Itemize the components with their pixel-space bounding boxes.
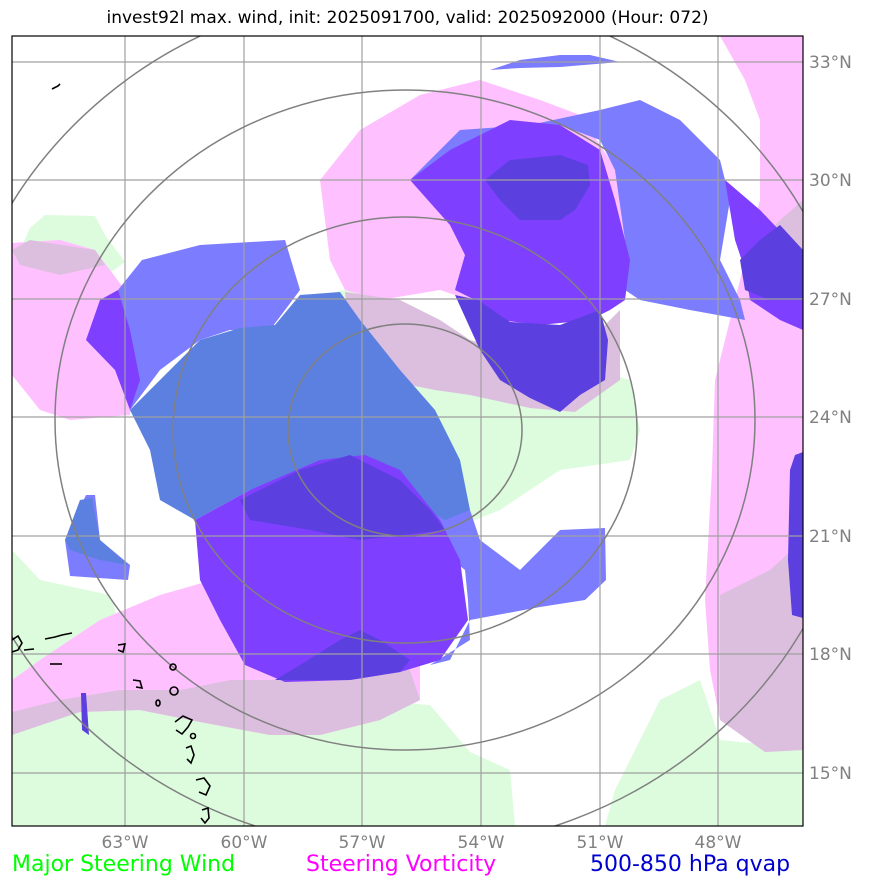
qvap-dark-layer — [81, 155, 803, 735]
latitude-labels: 33°N 30°N 27°N 24°N 21°N 18°N 15°N — [809, 53, 852, 784]
legend-qvap: 500-850 hPa qvap — [590, 852, 791, 877]
lat-label: 33°N — [809, 53, 852, 73]
longitude-labels: 63°W 60°W 57°W 54°W 51°W 48°W — [102, 833, 742, 853]
coastlines — [12, 83, 211, 825]
map-title: invest92l max. wind, init: 2025091700, v… — [106, 8, 709, 28]
qvap-on-wind-layer — [65, 292, 470, 565]
lat-label: 15°N — [809, 764, 852, 784]
lat-label: 24°N — [809, 408, 852, 428]
lon-label: 54°W — [458, 833, 505, 853]
range-ring-2 — [172, 216, 638, 644]
lon-label: 57°W — [339, 833, 386, 853]
lat-label: 18°N — [809, 645, 852, 665]
lat-label: 27°N — [809, 290, 852, 310]
graticule — [12, 36, 803, 826]
lat-label: 30°N — [809, 171, 852, 191]
range-ring-1 — [287, 323, 523, 537]
range-ring-3 — [54, 89, 756, 751]
lat-label: 21°N — [809, 527, 852, 547]
lon-label: 60°W — [221, 833, 268, 853]
range-rings — [12, 36, 803, 826]
legend-steering-vorticity: Steering Vorticity — [306, 852, 497, 877]
lon-label: 48°W — [695, 833, 742, 853]
legend-steering-wind: Major Steering Wind — [12, 852, 236, 877]
lon-label: 63°W — [102, 833, 149, 853]
lon-label: 51°W — [577, 833, 624, 853]
map-frame — [11, 35, 804, 827]
map-layers — [12, 36, 803, 826]
